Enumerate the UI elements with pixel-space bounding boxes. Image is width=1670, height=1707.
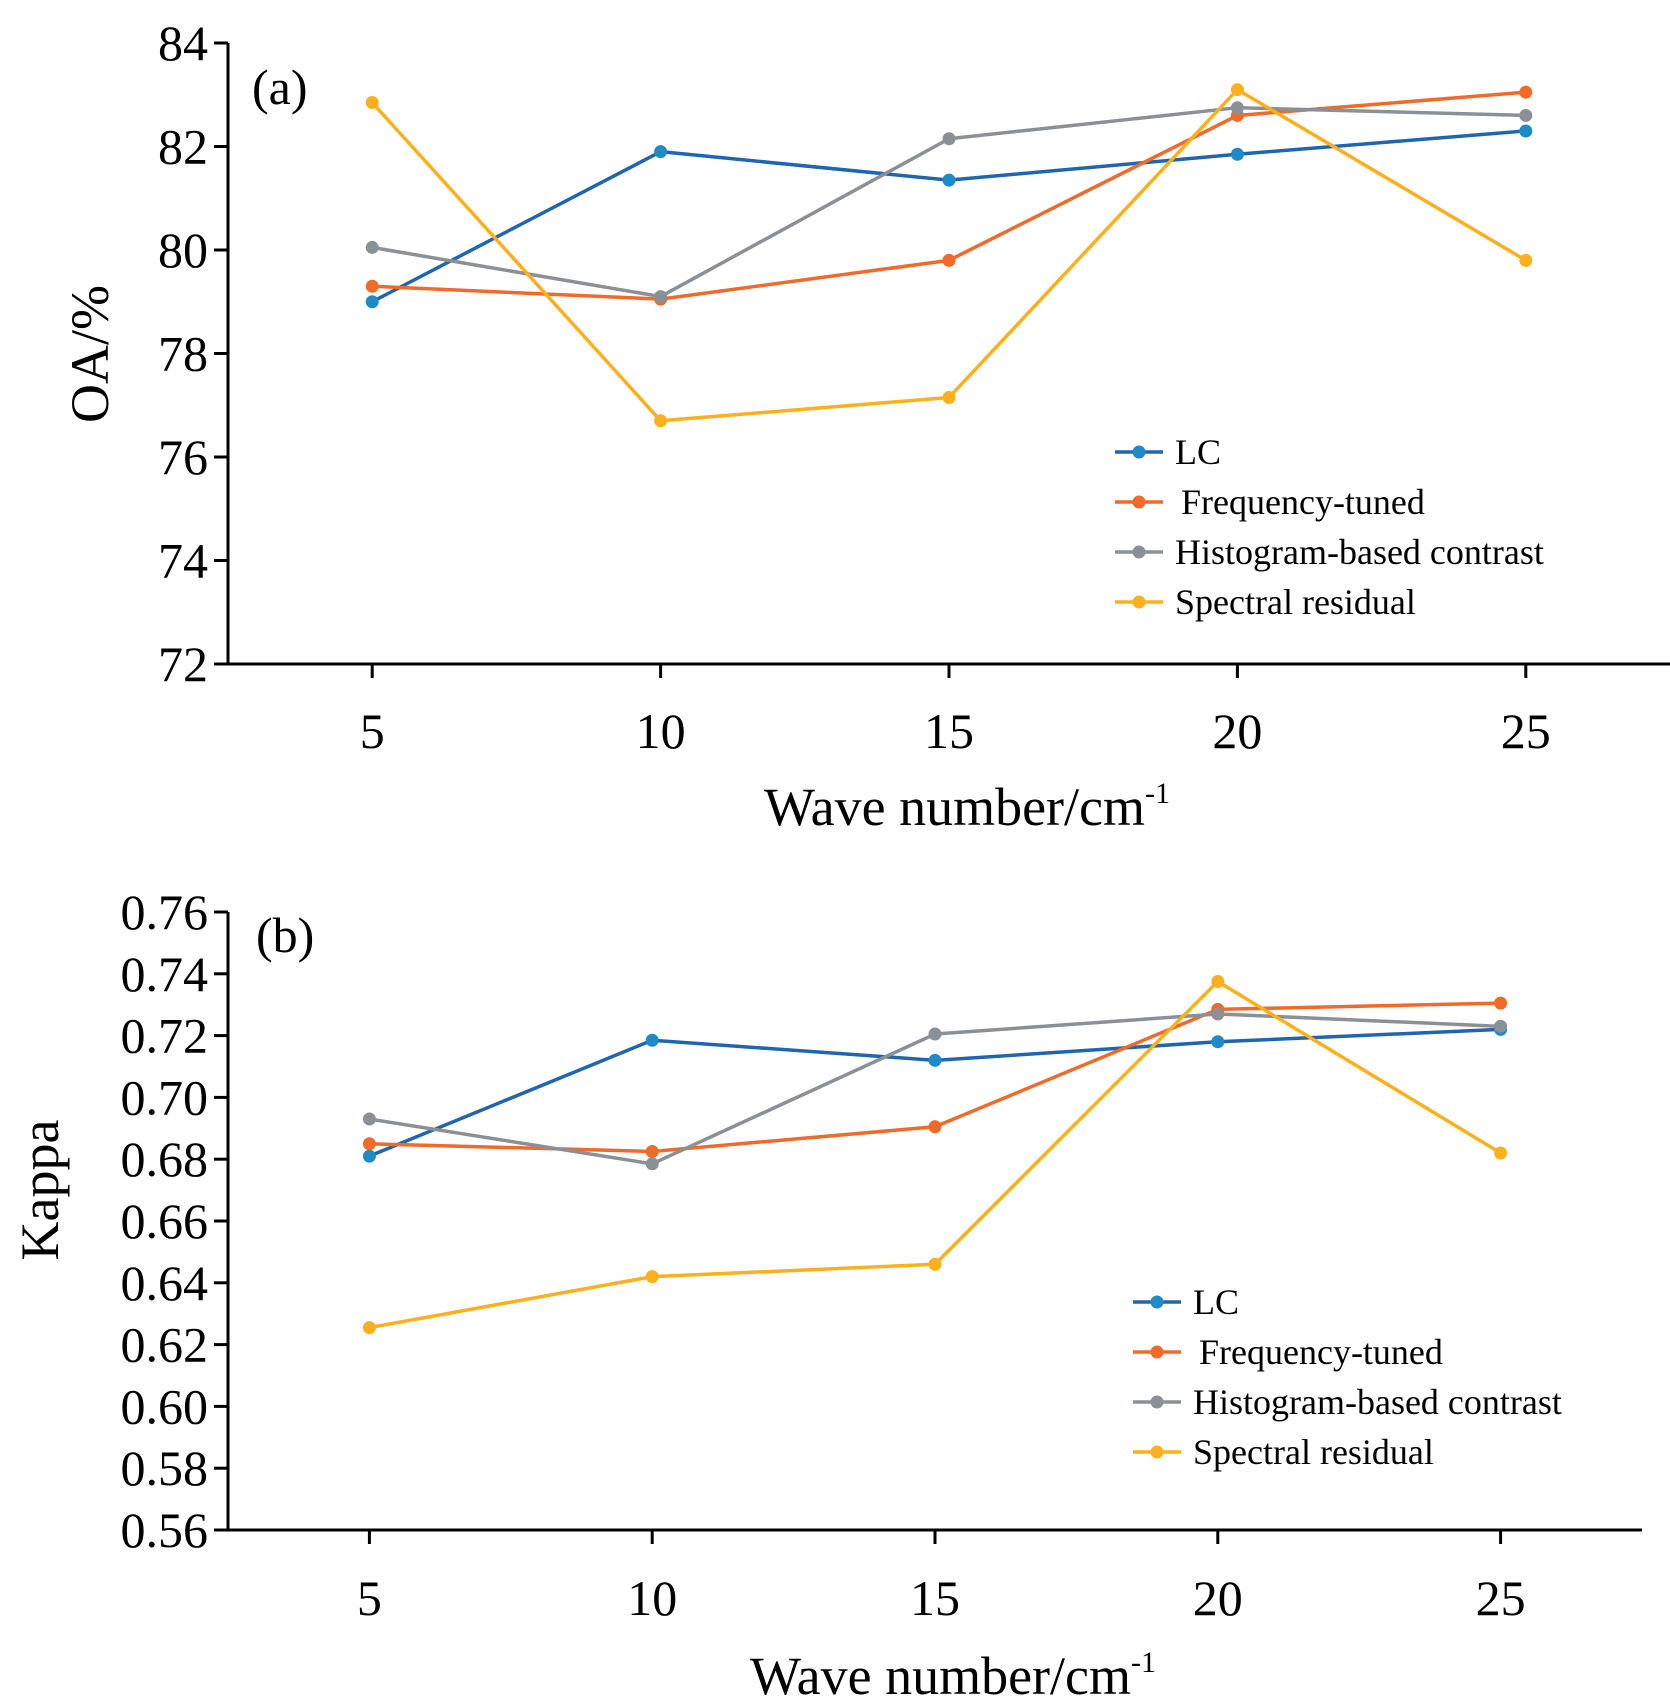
legend-label: Spectral residual bbox=[1193, 1432, 1434, 1472]
panel-label: (b) bbox=[256, 907, 314, 963]
legend-label: Histogram-based contrast bbox=[1193, 1382, 1562, 1422]
x-tick-label: 5 bbox=[360, 703, 385, 759]
legend-label: Frequency-tuned bbox=[1199, 1332, 1443, 1372]
data-point bbox=[928, 1257, 942, 1271]
data-point bbox=[1494, 996, 1508, 1010]
data-point bbox=[928, 1027, 942, 1041]
x-tick-label: 15 bbox=[924, 703, 974, 759]
x-axis-title: Wave number/cm-1 bbox=[750, 1646, 1156, 1706]
y-axis-title: Kappa bbox=[10, 1120, 70, 1261]
panel-label: (a) bbox=[252, 59, 308, 115]
data-point bbox=[1211, 1035, 1225, 1049]
data-point bbox=[654, 145, 668, 159]
data-point bbox=[928, 1053, 942, 1067]
data-point bbox=[942, 390, 956, 404]
y-tick-label: 72 bbox=[158, 636, 208, 692]
data-point bbox=[1494, 1019, 1508, 1033]
y-tick-label: 0.56 bbox=[121, 1502, 209, 1558]
y-tick-label: 0.60 bbox=[121, 1378, 209, 1434]
data-point bbox=[942, 132, 956, 146]
y-axis-title: OA/% bbox=[60, 285, 120, 423]
x-tick-label: 5 bbox=[357, 1570, 382, 1626]
y-tick-label: 0.70 bbox=[121, 1069, 209, 1125]
y-tick-label: 0.68 bbox=[121, 1131, 209, 1187]
legend-label: Histogram-based contrast bbox=[1175, 532, 1544, 572]
legend-label: LC bbox=[1175, 432, 1221, 472]
y-tick-label: 0.64 bbox=[121, 1255, 209, 1311]
series-line-1 bbox=[372, 90, 1526, 301]
y-tick-label: 74 bbox=[158, 533, 208, 589]
data-point bbox=[362, 1112, 376, 1126]
data-point bbox=[1230, 101, 1244, 115]
data-point bbox=[362, 1137, 376, 1151]
y-tick-label: 0.58 bbox=[121, 1440, 209, 1496]
data-point bbox=[362, 1321, 376, 1335]
y-tick-label: 80 bbox=[158, 222, 208, 278]
x-tick-label: 20 bbox=[1193, 1570, 1243, 1626]
y-tick-label: 78 bbox=[158, 326, 208, 382]
data-point bbox=[942, 253, 956, 267]
legend-swatch-marker bbox=[1150, 1395, 1164, 1409]
legend-swatch-marker bbox=[1150, 1345, 1164, 1359]
data-point bbox=[365, 279, 379, 293]
legend-swatch-marker bbox=[1150, 1295, 1164, 1309]
legend-swatch-marker bbox=[1132, 545, 1146, 559]
data-point bbox=[365, 240, 379, 254]
legend-label: LC bbox=[1193, 1282, 1239, 1322]
legend-swatch-marker bbox=[1132, 445, 1146, 459]
legend-swatch-marker bbox=[1132, 595, 1146, 609]
data-point bbox=[365, 295, 379, 309]
data-point bbox=[1211, 975, 1225, 989]
legend-label: Spectral residual bbox=[1175, 582, 1416, 622]
legend-swatch-marker bbox=[1150, 1445, 1164, 1459]
y-tick-label: 76 bbox=[158, 429, 208, 485]
data-point bbox=[362, 1149, 376, 1163]
data-point bbox=[645, 1270, 659, 1284]
x-axis-title: Wave number/cm-1 bbox=[764, 777, 1170, 837]
data-point bbox=[1519, 253, 1533, 267]
y-tick-label: 0.76 bbox=[121, 884, 209, 940]
y-tick-label: 84 bbox=[158, 15, 208, 71]
legend-swatch-marker bbox=[1132, 495, 1146, 509]
data-point bbox=[928, 1120, 942, 1134]
data-point bbox=[1494, 1146, 1508, 1160]
data-point bbox=[942, 173, 956, 187]
x-axis-title-text: Wave number/cm bbox=[764, 777, 1145, 837]
data-point bbox=[654, 414, 668, 428]
y-tick-label: 0.62 bbox=[121, 1317, 209, 1373]
data-point bbox=[1519, 108, 1533, 122]
data-point bbox=[645, 1144, 659, 1158]
data-point bbox=[1211, 1007, 1225, 1021]
x-axis-title-superscript: -1 bbox=[1145, 777, 1170, 810]
y-tick-label: 82 bbox=[158, 119, 208, 175]
data-point bbox=[365, 96, 379, 110]
legend-label: Frequency-tuned bbox=[1181, 482, 1425, 522]
y-tick-label: 0.66 bbox=[121, 1193, 209, 1249]
x-axis-title-superscript: -1 bbox=[1131, 1646, 1156, 1679]
data-point bbox=[645, 1157, 659, 1171]
x-tick-label: 10 bbox=[636, 703, 686, 759]
chart-panel-a: 72 74 76 78 80 82 84 5 10 15 20 25 Wave number/cm-1 O… bbox=[60, 15, 1670, 837]
data-point bbox=[1230, 147, 1244, 161]
data-point bbox=[654, 290, 668, 304]
data-point bbox=[1519, 124, 1533, 138]
x-axis-title-text: Wave number/cm bbox=[750, 1646, 1131, 1706]
x-tick-label: 25 bbox=[1501, 703, 1551, 759]
data-point bbox=[1230, 83, 1244, 97]
data-point bbox=[1519, 85, 1533, 99]
x-tick-label: 10 bbox=[627, 1570, 677, 1626]
y-tick-label: 0.72 bbox=[121, 1008, 209, 1064]
x-tick-label: 20 bbox=[1212, 703, 1262, 759]
x-tick-label: 25 bbox=[1476, 1570, 1526, 1626]
data-point bbox=[645, 1033, 659, 1047]
y-tick-label: 0.74 bbox=[121, 946, 209, 1002]
chart-panel-b: 0.56 0.58 0.600.62 0.64 0.66 0.68 0.700.72 0.74… bbox=[10, 884, 1642, 1706]
x-tick-label: 15 bbox=[910, 1570, 960, 1626]
